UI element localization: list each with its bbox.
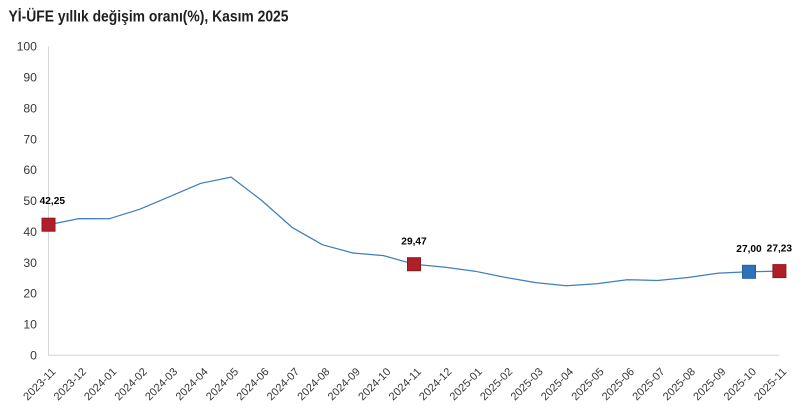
svg-text:29,47: 29,47 bbox=[401, 237, 427, 248]
svg-text:80: 80 bbox=[23, 102, 37, 116]
svg-text:40: 40 bbox=[23, 225, 37, 239]
svg-text:Yİ-ÜFE yıllık değişim oranı(%): Yİ-ÜFE yıllık değişim oranı(%), Kasım 20… bbox=[9, 9, 289, 26]
svg-text:27,23: 27,23 bbox=[767, 244, 793, 255]
svg-text:42,25: 42,25 bbox=[40, 196, 66, 207]
svg-text:100: 100 bbox=[17, 40, 38, 54]
svg-text:10: 10 bbox=[23, 318, 37, 332]
svg-text:60: 60 bbox=[23, 163, 37, 177]
svg-text:50: 50 bbox=[23, 194, 37, 208]
svg-text:70: 70 bbox=[23, 132, 37, 146]
svg-text:20: 20 bbox=[23, 287, 37, 301]
svg-text:0: 0 bbox=[30, 349, 37, 363]
svg-text:90: 90 bbox=[23, 71, 37, 85]
svg-text:30: 30 bbox=[23, 256, 37, 270]
svg-text:27,00: 27,00 bbox=[736, 244, 762, 255]
